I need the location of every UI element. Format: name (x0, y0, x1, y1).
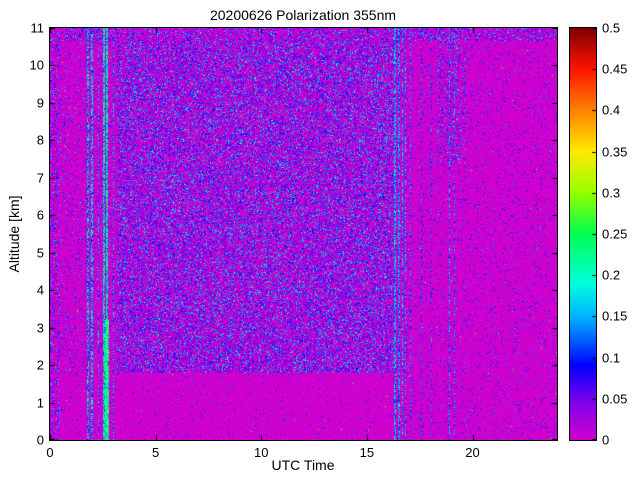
colorbar-tick-label: 0.25 (602, 226, 628, 242)
x-tick-label: 10 (254, 445, 269, 460)
y-tick-label: 3 (36, 320, 44, 336)
y-tick-label: 8 (36, 132, 44, 148)
y-tick-label: 0 (36, 432, 44, 448)
colorbar-tick-label: 0.15 (602, 308, 628, 324)
y-tick-label: 6 (36, 207, 44, 223)
colorbar-tick-label: 0.35 (602, 144, 628, 160)
colorbar-tick-label: 0.4 (602, 102, 621, 118)
x-tick-label: 15 (359, 445, 375, 460)
y-tick-label: 4 (36, 282, 44, 298)
y-tick-label: 1 (36, 395, 44, 411)
y-tick-label: 7 (36, 170, 44, 186)
y-tick-label: 9 (36, 95, 44, 111)
x-tick-label: 5 (152, 445, 160, 460)
colorbar-tick-label: 0.3 (602, 185, 621, 201)
colorbar-tick-label: 0.2 (602, 267, 621, 283)
colorbar-tick-label: 0.5 (602, 20, 621, 36)
heatmap-canvas (50, 28, 557, 440)
colorbar-canvas (570, 28, 596, 440)
x-tick-label: 0 (46, 445, 54, 460)
y-tick-label: 10 (29, 57, 44, 73)
x-axis-label: UTC Time (271, 457, 335, 473)
colorbar-tick-label: 0.05 (602, 391, 628, 407)
colorbar-tick-label: 0 (602, 432, 610, 448)
colorbar (569, 27, 597, 441)
x-tick-label: 20 (465, 445, 480, 460)
plot-area (49, 27, 558, 441)
y-tick-label: 2 (36, 357, 44, 373)
chart-title: 20200626 Polarization 355nm (209, 7, 397, 23)
y-axis-label: Altitude [km] (6, 195, 22, 273)
y-tick-label: 5 (36, 245, 44, 261)
colorbar-tick-label: 0.45 (602, 61, 628, 77)
y-tick-label: 11 (30, 20, 45, 36)
colorbar-tick-label: 0.1 (602, 350, 621, 366)
